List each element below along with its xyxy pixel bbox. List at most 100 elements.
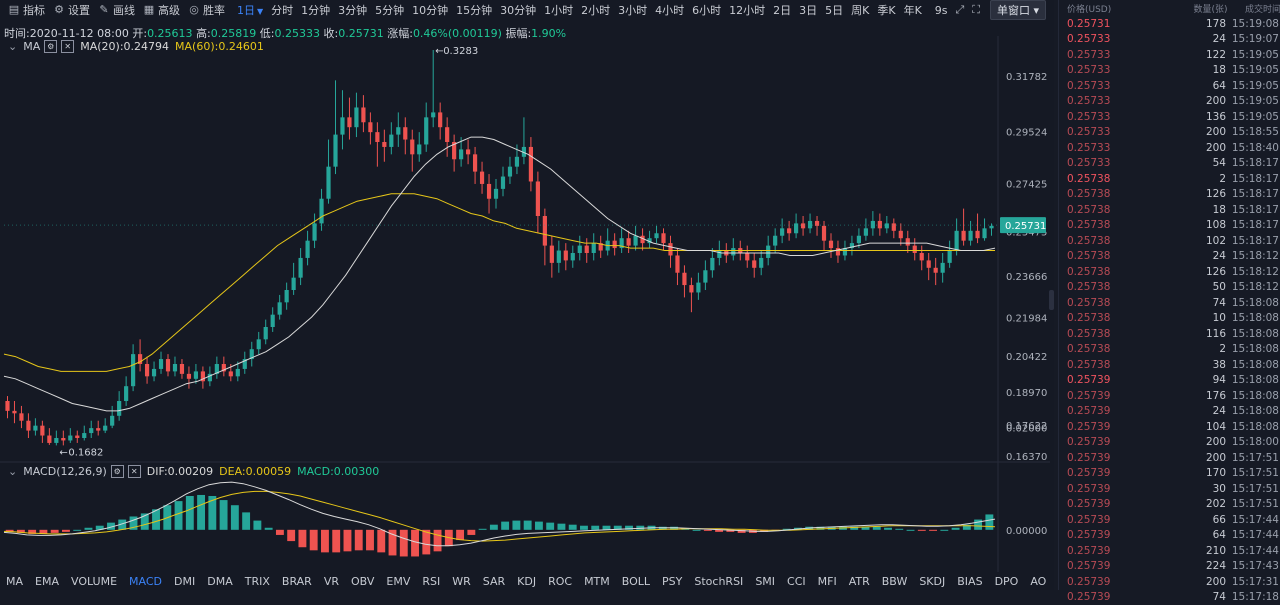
tool-label: 胜率 — [203, 2, 225, 18]
period-tab[interactable]: 1分钟 — [297, 2, 334, 18]
period-tab[interactable]: 年K — [900, 2, 926, 18]
trade-time: 15:18:08 — [1226, 343, 1280, 355]
candle-body — [913, 246, 917, 253]
panel-collapse-handle[interactable] — [1049, 290, 1054, 310]
indicator-tab[interactable]: ROC — [542, 575, 578, 588]
indicator-tab[interactable]: CCI — [781, 575, 812, 588]
indicator-tab[interactable]: DMA — [201, 575, 239, 588]
trade-qty: 18 — [1151, 204, 1226, 216]
period-tab[interactable]: 1小时 — [540, 2, 577, 18]
tool-label: 画线 — [113, 2, 135, 18]
indicator-tab[interactable]: BRAR — [276, 575, 318, 588]
indicator-tab[interactable]: ATR — [843, 575, 876, 588]
fullscreen-icon[interactable]: ⛶ — [972, 3, 980, 17]
indicator-tab[interactable]: DPO — [989, 575, 1025, 588]
tool-group: ▤指标 ⚙设置 ✎画线 ▦高级 ◎胜率 — [0, 2, 225, 18]
period-label: 4小时 — [655, 4, 684, 17]
indicator-tab[interactable]: AO — [1024, 575, 1052, 588]
candle-body — [166, 359, 170, 371]
period-tab[interactable]: 5分钟 — [371, 2, 408, 18]
trade-qty: 178 — [1151, 18, 1226, 30]
expand-icon[interactable]: ⤢ — [955, 3, 964, 17]
candle-body — [159, 359, 163, 369]
period-tab[interactable]: 3日 — [795, 2, 821, 18]
tool-gear[interactable]: ⚙设置 — [53, 2, 90, 18]
candle-body — [585, 246, 589, 253]
tool-target[interactable]: ◎胜率 — [188, 2, 225, 18]
macd-histogram-bar — [704, 530, 712, 531]
period-tab[interactable]: 30分钟 — [496, 2, 540, 18]
candle-body — [927, 260, 931, 267]
period-tab[interactable]: 6小时 — [688, 2, 725, 18]
price-chart[interactable]: 0.317820.295240.274250.254750.236660.219… — [0, 36, 1050, 572]
indicator-tab[interactable]: KDJ — [511, 575, 542, 588]
indicator-tab[interactable]: SKDJ — [913, 575, 951, 588]
period-tab[interactable]: 1日▼ — [233, 2, 267, 18]
trade-price: 0.25738 — [1059, 188, 1151, 200]
indicator-tab[interactable]: BBW — [876, 575, 914, 588]
candle-body — [152, 369, 156, 376]
refresh-timer: 9s — [935, 4, 948, 17]
period-tab[interactable]: 3分钟 — [334, 2, 371, 18]
indicator-tab[interactable]: SMI — [749, 575, 781, 588]
candle-body — [822, 226, 826, 241]
period-tab[interactable]: 3小时 — [614, 2, 651, 18]
macd-histogram-bar — [884, 528, 892, 530]
indicator-tab[interactable]: VOLUME — [65, 575, 123, 588]
candle-body — [578, 246, 582, 253]
period-tab[interactable]: 12小时 — [725, 2, 769, 18]
candle-body — [47, 436, 51, 443]
macd-histogram-bar — [310, 530, 318, 551]
tool-pen[interactable]: ✎画线 — [98, 2, 135, 18]
indicator-tab[interactable]: MFI — [812, 575, 843, 588]
trade-qty: 224 — [1151, 560, 1226, 572]
window-mode-select[interactable]: 单窗口 ▾ — [990, 0, 1046, 20]
period-tab[interactable]: 周K — [847, 2, 873, 18]
trade-price: 0.25739 — [1059, 591, 1151, 603]
indicator-tab[interactable]: EMV — [380, 575, 416, 588]
period-tab[interactable]: 5日 — [821, 2, 847, 18]
indicator-tab[interactable]: BOLL — [616, 575, 656, 588]
macd-histogram-bar — [321, 530, 329, 553]
trade-qty: 200 — [1151, 452, 1226, 464]
candle-body — [885, 223, 889, 228]
indicator-tab[interactable]: OBV — [345, 575, 380, 588]
candle-body — [557, 251, 561, 263]
indicator-tab[interactable]: StochRSI — [688, 575, 749, 588]
candle-body — [529, 147, 533, 182]
indicator-tab[interactable]: TRIX — [239, 575, 276, 588]
indicator-tab[interactable]: MACD — [123, 575, 168, 588]
period-tab[interactable]: 2小时 — [577, 2, 614, 18]
period-tab[interactable]: 4小时 — [651, 2, 688, 18]
candle-body — [410, 140, 414, 155]
candle-body — [920, 253, 924, 260]
indicator-tab[interactable]: SAR — [477, 575, 511, 588]
indicator-tab[interactable]: BIAS — [951, 575, 988, 588]
period-tab[interactable]: 分时 — [267, 2, 297, 18]
indicator-tab[interactable]: PSY — [656, 575, 688, 588]
indicator-tab[interactable]: EMA — [29, 575, 65, 588]
trade-qty: 108 — [1151, 219, 1226, 231]
indicator-tab[interactable]: DMI — [168, 575, 201, 588]
indicator-tab[interactable]: MA — [0, 575, 29, 588]
indicator-tab[interactable]: RSI — [416, 575, 446, 588]
indicator-tab[interactable]: VR — [318, 575, 345, 588]
trade-qty: 202 — [1151, 498, 1226, 510]
candle-body — [61, 438, 65, 440]
tool-indicator[interactable]: ▤指标 — [8, 2, 45, 18]
trade-qty: 170 — [1151, 467, 1226, 479]
indicator-tab[interactable]: MTM — [578, 575, 616, 588]
candle-body — [780, 228, 784, 235]
period-tab[interactable]: 10分钟 — [408, 2, 452, 18]
indicator-tab[interactable]: WR — [446, 575, 477, 588]
tool-calendar[interactable]: ▦高级 — [143, 2, 180, 18]
period-tab[interactable]: 2日 — [769, 2, 795, 18]
period-tab[interactable]: 季K — [873, 2, 899, 18]
period-tab[interactable]: 15分钟 — [452, 2, 496, 18]
